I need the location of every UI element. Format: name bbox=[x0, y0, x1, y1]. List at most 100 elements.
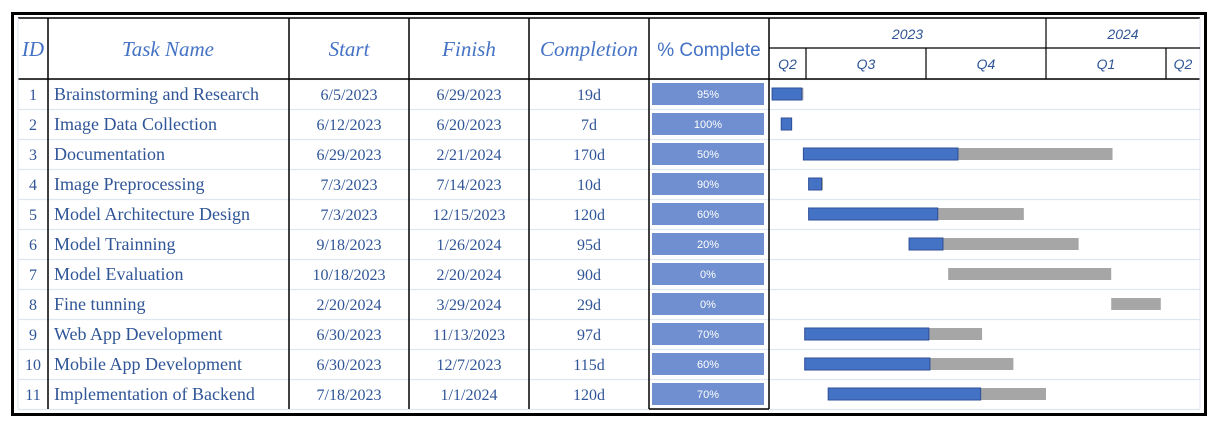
task-id: 6 bbox=[29, 237, 37, 254]
percent-complete-label: 100% bbox=[694, 119, 722, 131]
task-name: Image Data Collection bbox=[54, 114, 217, 134]
task-start: 6/29/2023 bbox=[317, 147, 382, 164]
header-finish: Finish bbox=[441, 37, 496, 61]
percent-complete-bar bbox=[652, 83, 764, 105]
task-name: Model Architecture Design bbox=[54, 204, 250, 224]
task-name: Model Trainning bbox=[54, 234, 176, 254]
percent-complete-label: 70% bbox=[697, 329, 719, 341]
gantt-bar-completed bbox=[908, 237, 944, 251]
header-task-name: Task Name bbox=[122, 37, 214, 61]
table-row: 10 Mobile App Development 6/30/2023 12/7/20… bbox=[25, 353, 764, 375]
task-finish: 1/1/2024 bbox=[441, 387, 498, 404]
task-finish: 6/20/2023 bbox=[437, 117, 502, 134]
gantt-bar-completed bbox=[827, 387, 982, 401]
task-completion: 7d bbox=[581, 117, 597, 134]
table-row: 1 Brainstorming and Research 6/5/2023 6/29/… bbox=[29, 83, 764, 105]
task-start: 6/30/2023 bbox=[317, 357, 382, 374]
task-id: 8 bbox=[29, 297, 37, 314]
header-id: ID bbox=[21, 37, 44, 61]
table-row: 11 Implementation of Backend 7/18/2023 1/1/… bbox=[25, 383, 764, 405]
task-finish: 7/14/2023 bbox=[437, 177, 502, 194]
task-id: 3 bbox=[29, 147, 37, 164]
task-completion: 97d bbox=[577, 327, 601, 344]
percent-complete-label: 60% bbox=[697, 209, 719, 221]
task-finish: 6/29/2023 bbox=[437, 87, 502, 104]
task-start: 10/18/2023 bbox=[313, 267, 386, 284]
percent-complete-label: 0% bbox=[700, 269, 716, 281]
task-start: 9/18/2023 bbox=[317, 237, 382, 254]
task-id: 1 bbox=[29, 87, 37, 104]
task-id: 7 bbox=[29, 267, 37, 284]
gantt-bar-completed bbox=[808, 207, 939, 221]
gantt-bar-completed bbox=[802, 147, 959, 161]
quarter-label: Q4 bbox=[977, 56, 996, 72]
task-name: Model Evaluation bbox=[54, 264, 183, 284]
task-id: 10 bbox=[25, 357, 41, 374]
task-start: 6/12/2023 bbox=[317, 117, 382, 134]
percent-complete-bar bbox=[652, 233, 764, 255]
task-finish: 2/21/2024 bbox=[437, 147, 502, 164]
task-name: Fine tunning bbox=[54, 294, 146, 314]
table-row: 4 Image Preprocessing 7/3/2023 7/14/2023 10d… bbox=[29, 173, 764, 195]
task-completion: 120d bbox=[573, 387, 605, 404]
task-id: 4 bbox=[29, 177, 37, 194]
task-completion: 95d bbox=[577, 237, 601, 254]
task-id: 11 bbox=[25, 387, 40, 404]
task-id: 2 bbox=[29, 117, 37, 134]
task-finish: 3/29/2024 bbox=[437, 297, 502, 314]
percent-complete-label: 20% bbox=[697, 239, 719, 251]
header-completion: Completion bbox=[540, 37, 638, 61]
percent-complete-label: 90% bbox=[697, 179, 719, 191]
task-finish: 12/15/2023 bbox=[433, 207, 506, 224]
task-name: Documentation bbox=[54, 144, 165, 164]
percent-complete-label: 60% bbox=[697, 359, 719, 371]
gantt-bar-completed bbox=[771, 87, 803, 101]
task-start: 7/3/2023 bbox=[321, 177, 378, 194]
task-finish: 2/20/2024 bbox=[437, 267, 502, 284]
task-start: 7/3/2023 bbox=[321, 207, 378, 224]
table-header: ID Task Name Start Finish Completion % C… bbox=[21, 37, 761, 61]
gantt-bar-completed bbox=[780, 117, 793, 131]
table-grid bbox=[17, 17, 1201, 411]
percent-complete-bar bbox=[652, 143, 764, 165]
percent-complete-label: 70% bbox=[697, 389, 719, 401]
percent-complete-bar bbox=[652, 323, 764, 345]
task-id: 5 bbox=[29, 207, 37, 224]
task-name: Mobile App Development bbox=[54, 354, 242, 374]
task-completion: 10d bbox=[577, 177, 601, 194]
gantt-bar-completed bbox=[804, 357, 931, 371]
gantt-bar-remaining bbox=[948, 268, 1112, 280]
task-name: Web App Development bbox=[54, 324, 223, 344]
task-start: 2/20/2024 bbox=[317, 297, 382, 314]
task-name: Brainstorming and Research bbox=[54, 84, 259, 104]
percent-complete-bar bbox=[652, 353, 764, 375]
quarter-label: Q1 bbox=[1097, 56, 1116, 72]
percent-complete-label: 50% bbox=[697, 149, 719, 161]
task-start: 6/30/2023 bbox=[317, 327, 382, 344]
gantt-bars bbox=[771, 87, 1161, 401]
table-row: 6 Model Trainning 9/18/2023 1/26/2024 95d 20% bbox=[29, 233, 764, 255]
task-completion: 19d bbox=[577, 87, 601, 104]
task-start: 7/18/2023 bbox=[317, 387, 382, 404]
gantt-bar-completed bbox=[804, 327, 930, 341]
table-row: 2 Image Data Collection 6/12/2023 6/20/2023… bbox=[29, 113, 764, 135]
task-completion: 170d bbox=[573, 147, 605, 164]
task-rows: 1 Brainstorming and Research 6/5/2023 6/29/… bbox=[25, 83, 764, 405]
task-completion: 29d bbox=[577, 297, 601, 314]
task-name: Implementation of Backend bbox=[54, 384, 255, 404]
percent-complete-bar bbox=[652, 293, 764, 315]
percent-complete-bar bbox=[652, 383, 764, 405]
task-completion: 115d bbox=[573, 357, 604, 374]
task-finish: 11/13/2023 bbox=[433, 327, 505, 344]
task-completion: 120d bbox=[573, 207, 605, 224]
gantt-bar-remaining bbox=[909, 238, 1079, 250]
table-row: 8 Fine tunning 2/20/2024 3/29/2024 29d 0% bbox=[29, 293, 764, 315]
percent-complete-label: 95% bbox=[697, 89, 719, 101]
task-start: 6/5/2023 bbox=[321, 87, 378, 104]
header-percent-complete: % Complete bbox=[657, 40, 761, 61]
table-row: 5 Model Architecture Design 7/3/2023 12/15/… bbox=[29, 203, 764, 225]
year-label: 2024 bbox=[1106, 26, 1138, 42]
task-completion: 90d bbox=[577, 267, 601, 284]
percent-complete-bar bbox=[652, 203, 764, 225]
